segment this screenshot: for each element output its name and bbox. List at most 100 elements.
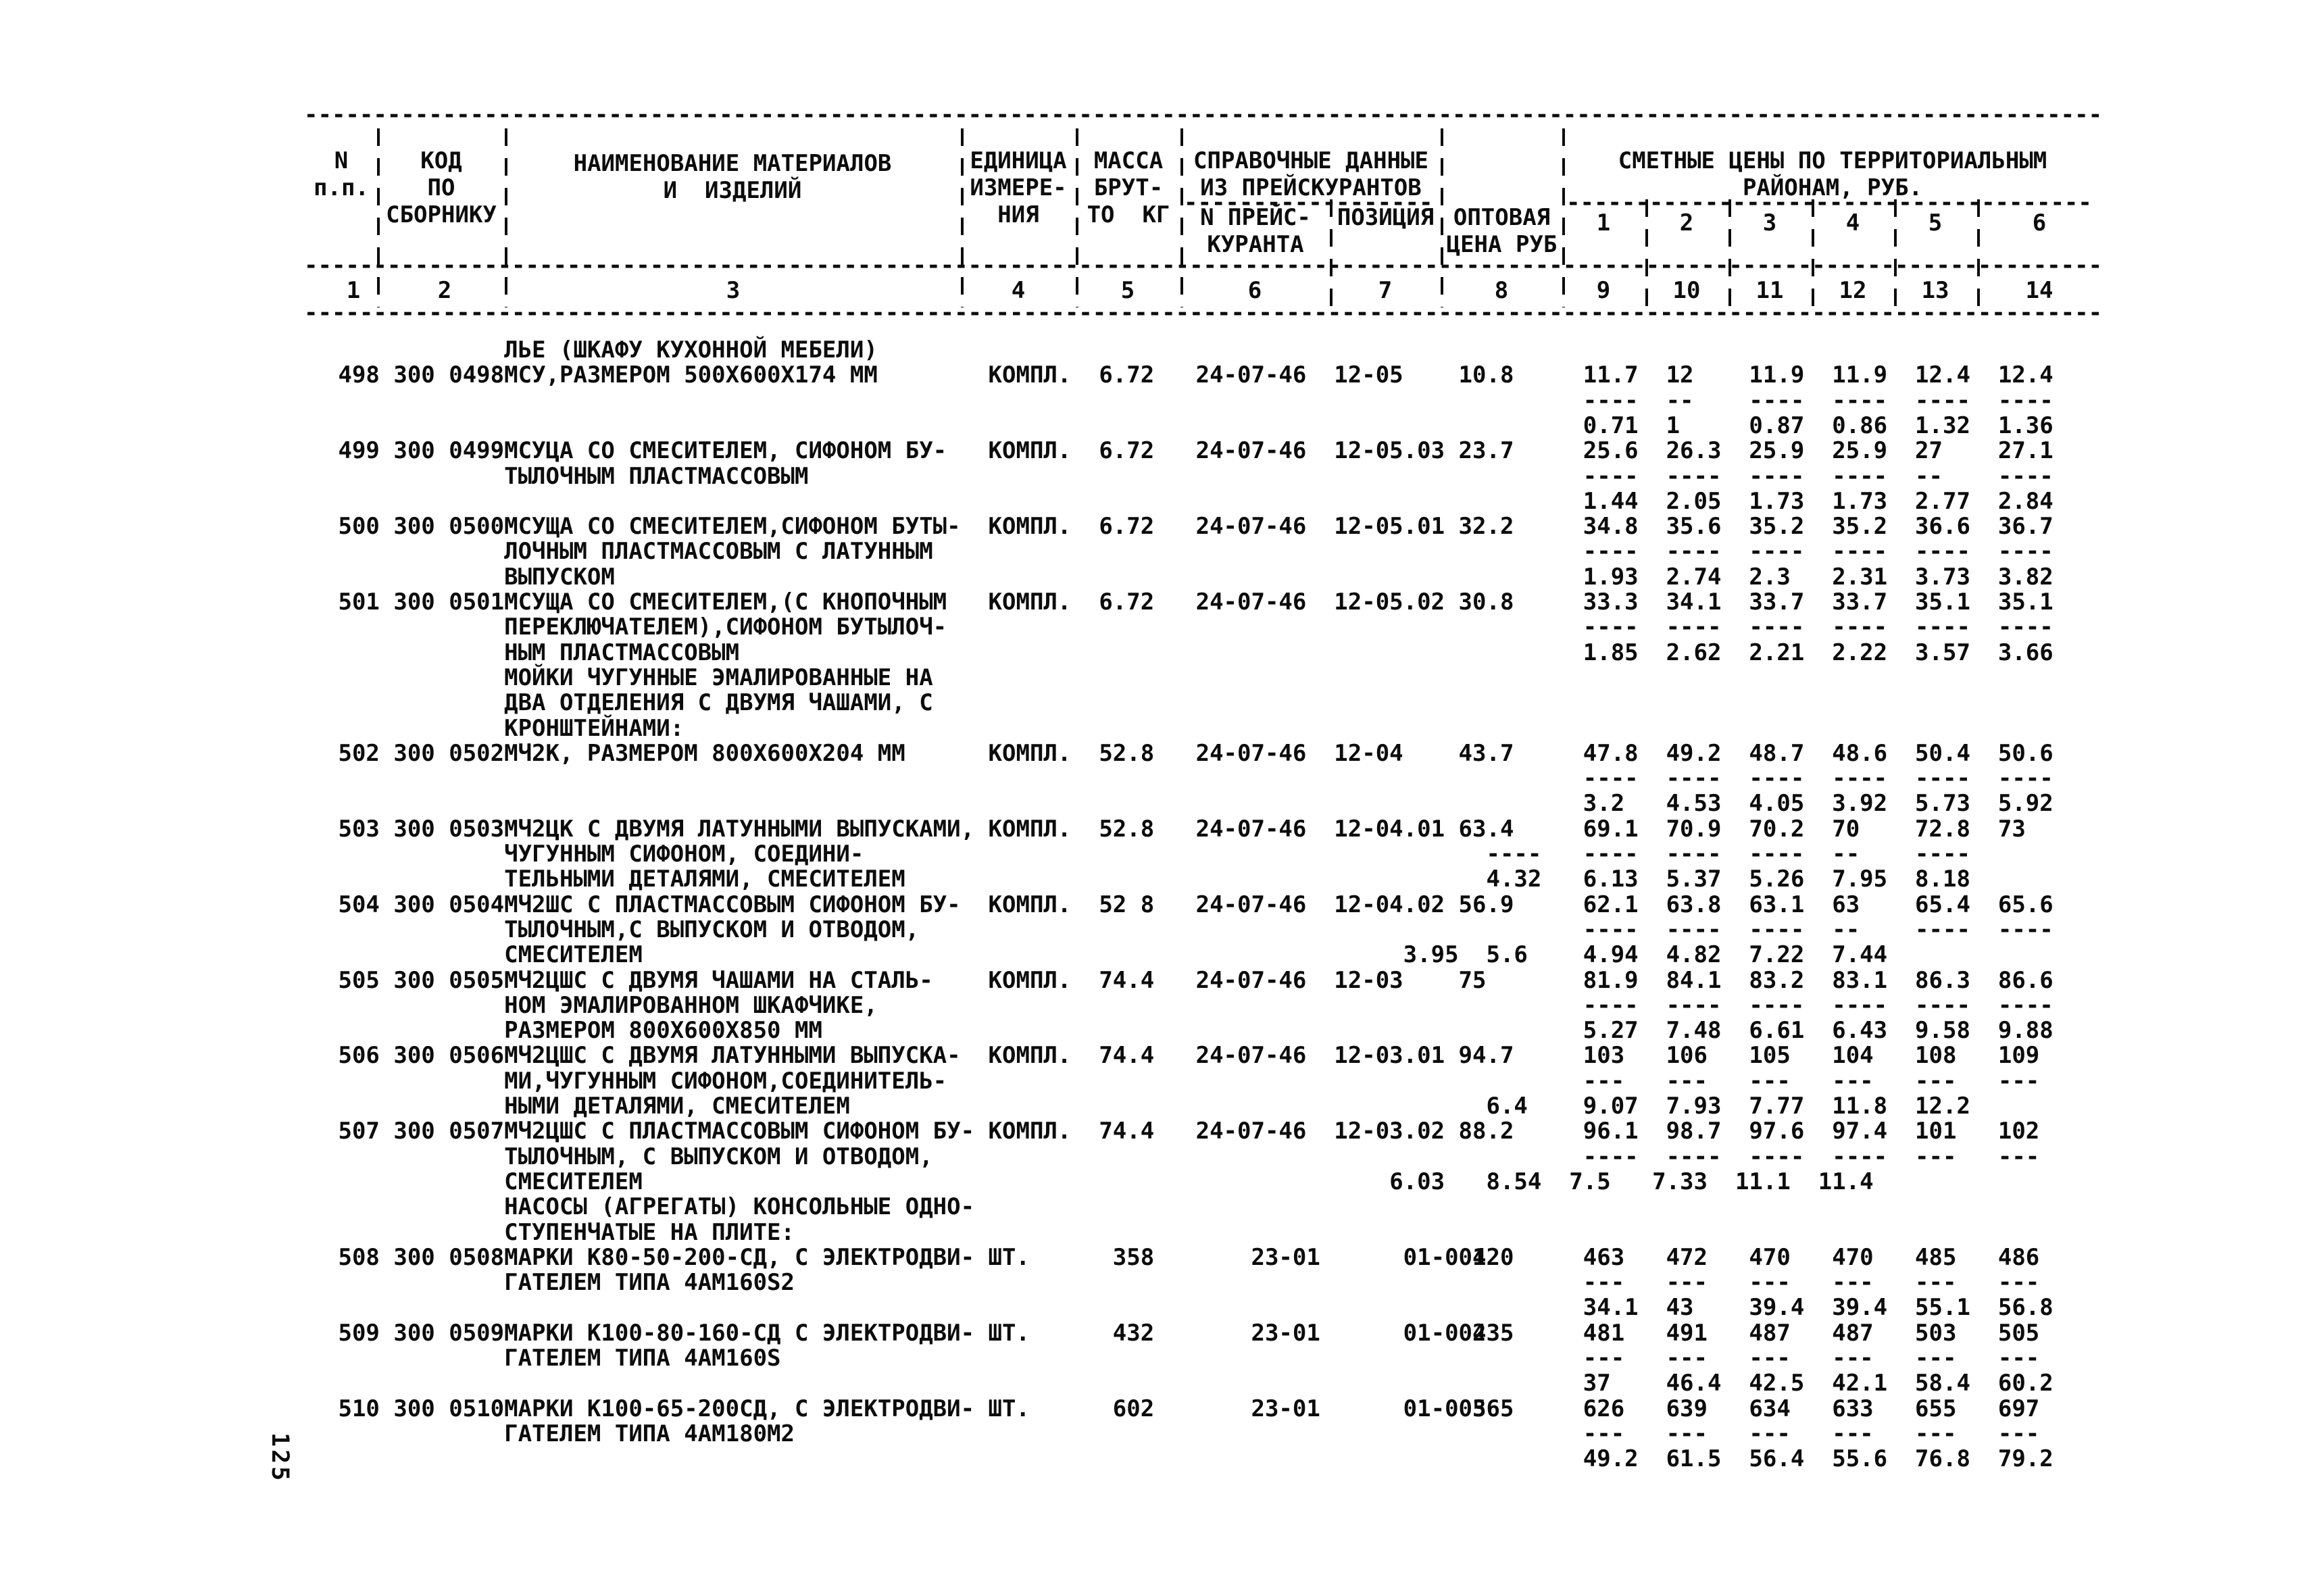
- zone-column-number: 4: [1845, 209, 1860, 236]
- item-wholesale-price: 32.2: [1458, 513, 1514, 541]
- item-number: 510: [338, 1395, 380, 1422]
- item-zone-extra-price: 56.8: [1997, 1294, 2053, 1322]
- item-zone-extra-price: 49.2: [1583, 1445, 1639, 1473]
- rule-header-middle: ----------------------------------------…: [304, 252, 2103, 279]
- item-zone-extra-price: 1.36: [1997, 412, 2053, 439]
- header-label-line: СПРАВОЧНЫЕ ДАННЫЕ: [1193, 147, 1428, 174]
- item-zone-price: 11.7: [1583, 361, 1639, 389]
- header-label-line: ЦЕНА РУБ: [1446, 231, 1558, 258]
- item-zone-price: 72.8: [1915, 815, 1970, 843]
- item-zone-extra-price: 4.53: [1666, 790, 1722, 818]
- item-gross-mass: 52.8: [1099, 815, 1155, 843]
- item-zone-extra-price: 2.62: [1666, 639, 1722, 666]
- item-zone-extra-price: 7.33: [1652, 1168, 1708, 1195]
- zone-column-number: 1: [1596, 209, 1611, 236]
- item-zone-price: 97.4: [1832, 1118, 1888, 1145]
- item-unit: ШТ.: [988, 1395, 1030, 1422]
- item-pricelist-number: 23-01: [1251, 1395, 1320, 1422]
- price-underline: ----: [1749, 991, 1805, 1019]
- price-underline: ----: [1666, 765, 1722, 793]
- item-zone-price: 485: [1915, 1243, 1957, 1271]
- item-name: МЧ2ЦК С ДВУМЯ ЛАТУННЫМИ ВЫПУСКАМИ,: [504, 815, 975, 843]
- item-name: МЧ2ШС С ПЛАСТМАССОВЫМ СИФОНОМ БУ-: [504, 891, 961, 918]
- item-pricelist-number: 23-01: [1251, 1243, 1320, 1271]
- header-label-line: НАИМЕНОВАНИЕ МАТЕРИАЛОВ: [573, 150, 892, 177]
- price-underline: ----: [1583, 841, 1639, 868]
- price-underline: --: [1832, 841, 1860, 868]
- item-zone-extra-price: 1.73: [1749, 487, 1805, 515]
- item-gross-mass: 74.4: [1099, 1042, 1155, 1070]
- item-zone-price: 34.8: [1583, 513, 1639, 541]
- header-label-line: ИЗМЕРЕ-: [970, 174, 1067, 201]
- item-zone-price: 26.3: [1666, 437, 1722, 465]
- item-name-continued: ТЫЛОЧНЫМ ПЛАСТМАССОВЫМ: [504, 462, 809, 490]
- item-name-continued: ЛОЧНЫМ ПЛАСТМАССОВЫМ С ЛАТУННЫМ: [504, 538, 933, 566]
- price-underline: ---: [1915, 1067, 1957, 1095]
- item-zone-price: 108: [1915, 1042, 1957, 1070]
- item-zone-price: 48.6: [1832, 739, 1888, 767]
- item-name-continued: ГАТЕЛЕМ ТИПА 4АМ160S: [504, 1345, 781, 1372]
- item-zone-extra-price: 7.77: [1749, 1093, 1805, 1120]
- item-zone-extra-price: 5.26: [1749, 866, 1805, 893]
- group-header-line: МОЙКИ ЧУГУННЫЕ ЭМАЛИРОВАННЫЕ НА: [504, 664, 933, 691]
- item-name-continued: НЫМ ПЛАСТМАССОВЫМ: [504, 639, 740, 666]
- item-name: МСУЩА СО СМЕСИТЕЛЕМ,(С КНОПОЧНЫМ: [504, 589, 947, 616]
- item-zone-price: 463: [1583, 1243, 1625, 1271]
- item-unit: КОМПЛ.: [988, 513, 1072, 541]
- item-wholesale-price: 23.7: [1458, 437, 1514, 465]
- price-underline: ----: [1915, 538, 1970, 566]
- item-zone-extra-price: 0.87: [1749, 412, 1805, 439]
- item-zone-extra-price: 8.18: [1915, 866, 1970, 893]
- item-zone-extra-price: 2.3: [1749, 563, 1791, 591]
- price-underline: ----: [1832, 991, 1888, 1019]
- item-name: МАРКИ К100-65-200СД, С ЭЛЕКТРОДВИ-: [504, 1395, 975, 1422]
- item-pricelist-number: 24-07-46: [1195, 361, 1307, 389]
- item-zone-extra-price: 6.61: [1749, 1017, 1805, 1045]
- item-zone-price: 697: [1997, 1395, 2040, 1422]
- column-header-pricelist: N ПРЕЙС- КУРАНТА: [1182, 204, 1329, 258]
- price-underline: ----: [1832, 386, 1888, 414]
- item-zone-extra-price: 39.4: [1749, 1294, 1805, 1322]
- item-zone-price: 491: [1666, 1319, 1708, 1347]
- item-zone-price: 106: [1666, 1042, 1708, 1070]
- item-number: 509: [338, 1319, 380, 1347]
- item-wholesale-price: 435: [1472, 1319, 1514, 1347]
- item-zone-extra-price: 12.2: [1915, 1093, 1970, 1120]
- item-zone-extra-price: 5.6: [1486, 941, 1528, 969]
- item-zone-extra-price: 1.44: [1583, 487, 1639, 515]
- price-underline: ----: [1997, 916, 2053, 943]
- item-zone-price: 33.7: [1749, 589, 1805, 616]
- item-wholesale-price: 56.9: [1458, 891, 1514, 918]
- item-zone-price: 104: [1832, 1042, 1874, 1070]
- item-zone-price: 63: [1832, 891, 1860, 918]
- item-zone-price: 84.1: [1666, 966, 1722, 994]
- item-zone-price: 109: [1997, 1042, 2040, 1070]
- item-zone-extra-price: 11.4: [1818, 1168, 1874, 1195]
- item-zone-price: 35.6: [1666, 513, 1722, 541]
- item-name: МЧ2ЦШС С ДВУМЯ ЧАШАМИ НА СТАЛЬ-: [504, 966, 933, 994]
- item-zone-price: 65.4: [1915, 891, 1970, 918]
- item-zone-price: 35.2: [1832, 513, 1888, 541]
- header-label-line: МАССА: [1093, 147, 1164, 174]
- price-underline: ---: [1749, 1067, 1791, 1095]
- item-wholesale-price: 88.2: [1458, 1118, 1514, 1145]
- item-zone-extra-price: 6.43: [1832, 1017, 1888, 1045]
- header-label-line: И ИЗДЕЛИЙ: [663, 177, 802, 204]
- rule-top: ----------------------------------------…: [304, 101, 2103, 128]
- item-zone-price: 83.2: [1749, 966, 1805, 994]
- item-code: 300 0503: [393, 815, 505, 843]
- price-underline: ----: [1486, 841, 1542, 868]
- item-zone-price: 96.1: [1583, 1118, 1639, 1145]
- item-code: 300 0498: [393, 361, 505, 389]
- price-underline: --: [1832, 916, 1860, 943]
- item-name-continued: ТЫЛОЧНЫМ,С ВЫПУСКОМ И ОТВОДОМ,: [504, 916, 920, 943]
- item-number: 499: [338, 437, 380, 465]
- item-zone-extra-price: 3.73: [1915, 563, 1970, 591]
- item-zone-extra-price: 7.93: [1666, 1093, 1722, 1120]
- item-zone-extra-price: 2.31: [1832, 563, 1888, 591]
- item-zone-extra-price: 76.8: [1915, 1445, 1970, 1473]
- item-pricelist-number: 24-07-46: [1195, 589, 1307, 616]
- item-zone-price: 50.6: [1997, 739, 2053, 767]
- group-header-line: КРОНШТЕЙНАМИ:: [504, 714, 684, 742]
- price-underline: ----: [1583, 765, 1639, 793]
